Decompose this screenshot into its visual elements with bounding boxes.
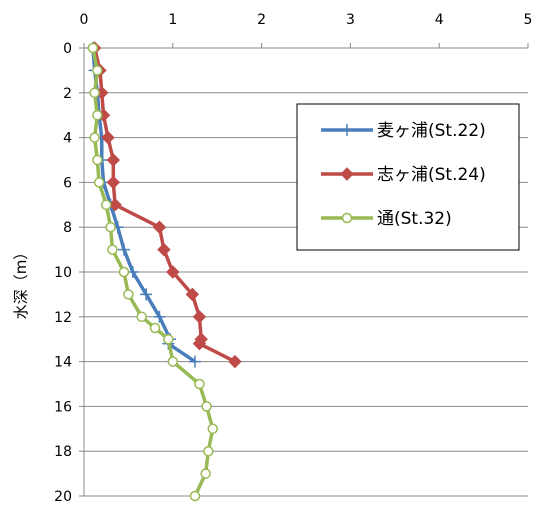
axes	[83, 43, 529, 496]
data-point-plus	[341, 124, 353, 136]
y-tick-label: 18	[54, 444, 72, 460]
legend-label: 通(St.32)	[377, 209, 452, 229]
data-point-circle	[105, 221, 116, 233]
y-axis-label: 水深（m）	[12, 245, 30, 320]
data-point-circle	[341, 212, 353, 224]
data-point-circle	[92, 154, 103, 166]
data-point-circle	[89, 132, 100, 143]
y-tick-label: 0	[63, 41, 72, 57]
x-tick-label: 0	[80, 12, 89, 28]
data-point-circle	[123, 289, 134, 300]
data-point-circle	[118, 266, 130, 278]
x-tick-label: 4	[435, 12, 444, 28]
data-point-diamond	[340, 167, 354, 181]
data-point-circle	[207, 423, 219, 435]
data-point-circle	[93, 177, 105, 188]
data-point-circle	[149, 322, 161, 334]
x-tick-label: 5	[524, 12, 533, 28]
series-group	[86, 41, 242, 502]
data-point-circle	[189, 490, 201, 502]
legend-entry-3: 通(St.32)	[321, 209, 452, 229]
y-tick-label: 4	[63, 131, 72, 147]
series-line	[91, 47, 215, 497]
data-point-plus	[153, 310, 166, 323]
data-point-diamond	[166, 265, 180, 279]
y-tick-label: 6	[63, 175, 72, 191]
legend-entry-1: 麦ヶ浦(St.22)	[321, 121, 486, 141]
data-point-circle	[100, 199, 112, 211]
data-point-plus	[189, 355, 201, 368]
data-point-circle	[92, 65, 103, 76]
data-point-circle	[163, 333, 174, 345]
data-point-circle	[201, 401, 212, 412]
data-point-diamond	[157, 242, 171, 257]
y-tick-labels: 0 2 4 6 8 10 12 14 16 18 20	[54, 41, 72, 505]
data-point-circle	[92, 109, 103, 121]
data-point-circle	[87, 42, 99, 54]
series-line	[91, 47, 196, 364]
y-tick-label: 16	[54, 399, 72, 415]
legend-label: 麦ヶ浦(St.22)	[377, 121, 486, 141]
series-3	[87, 42, 219, 502]
data-point-plus	[117, 243, 130, 256]
x-tick-label: 1	[168, 12, 177, 28]
data-point-circle	[203, 445, 214, 457]
data-point-diamond	[106, 175, 121, 190]
data-point-circle	[200, 468, 211, 479]
data-point-circle	[89, 87, 100, 99]
legend-label: 志ヶ浦(St.24)	[377, 165, 486, 185]
legend: 麦ヶ浦(St.22) 志ヶ浦(St.24) 通(St.32)	[296, 103, 520, 251]
data-point-diamond	[108, 198, 122, 212]
y-tick-label: 2	[63, 86, 72, 102]
y-tick-label: 8	[63, 220, 72, 236]
data-point-diamond	[228, 354, 242, 369]
y-tick-label: 12	[54, 310, 72, 326]
x-tick-labels: 0 1 2 3 4 5	[80, 12, 533, 28]
data-point-diamond	[101, 130, 115, 145]
y-tick-label: 14	[54, 355, 72, 371]
y-tick-label: 10	[54, 265, 72, 281]
data-point-diamond	[106, 153, 121, 167]
y-tick-label: 20	[54, 489, 72, 505]
data-point-diamond	[192, 310, 207, 324]
x-tick-label: 3	[346, 12, 355, 28]
data-point-circle	[167, 356, 179, 367]
data-point-diamond	[192, 336, 207, 351]
series-2	[87, 41, 242, 369]
data-point-diamond	[152, 220, 167, 234]
series-line	[92, 47, 236, 364]
data-point-plus	[140, 288, 153, 301]
legend-entry-2: 志ヶ浦(St.24)	[321, 165, 486, 185]
data-point-circle	[194, 378, 205, 390]
data-point-circle	[107, 244, 118, 255]
x-tick-label: 2	[257, 12, 266, 28]
data-point-circle	[136, 311, 147, 323]
data-point-diamond	[185, 287, 200, 302]
